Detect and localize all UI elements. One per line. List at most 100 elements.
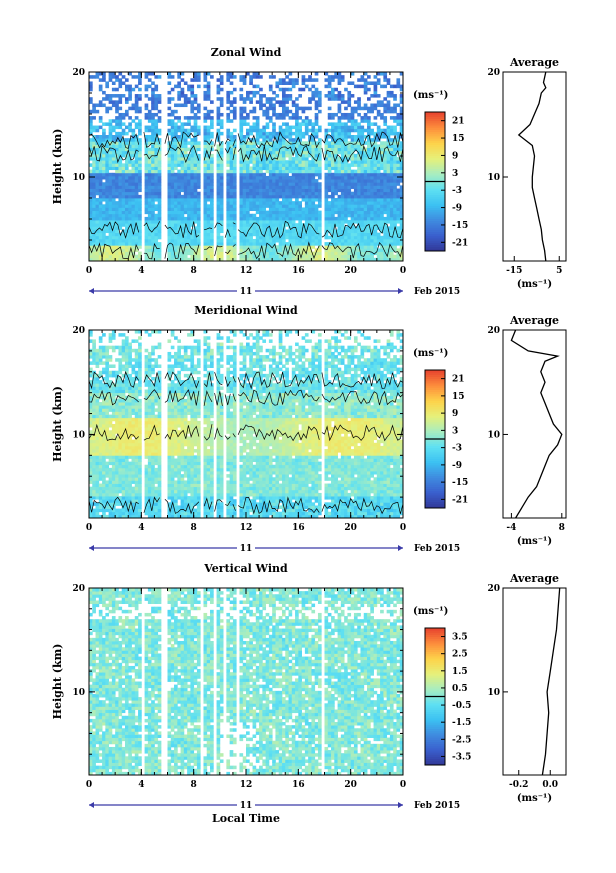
heatmap-cell bbox=[144, 87, 149, 92]
heatmap-cell bbox=[347, 135, 352, 139]
heatmap-cell bbox=[268, 157, 273, 161]
heatmap-cell bbox=[216, 223, 221, 227]
heatmap-cell bbox=[98, 163, 103, 167]
heatmap-cell bbox=[399, 125, 404, 130]
heatmap-cell bbox=[174, 216, 178, 221]
heatmap-cell bbox=[242, 81, 247, 85]
heatmap-cell bbox=[183, 201, 188, 205]
heatmap-cell bbox=[95, 128, 100, 133]
heatmap-cell bbox=[92, 201, 96, 205]
heatmap-cell bbox=[115, 511, 119, 516]
heatmap-cell bbox=[373, 169, 378, 174]
heatmap-cell bbox=[147, 179, 152, 183]
heatmap-cell bbox=[242, 216, 247, 221]
heatmap-cell bbox=[124, 201, 129, 205]
heatmap-cell bbox=[210, 100, 214, 104]
heatmap-cell bbox=[272, 223, 276, 227]
heatmap-cell bbox=[134, 144, 139, 148]
heatmap-cell bbox=[232, 238, 237, 243]
heatmap-cell bbox=[301, 160, 306, 164]
heatmap-cell bbox=[295, 131, 299, 136]
heatmap-cell bbox=[301, 194, 306, 199]
heatmap-cell bbox=[259, 106, 263, 111]
heatmap-cell bbox=[380, 238, 384, 243]
heatmap-cell bbox=[210, 257, 214, 262]
heatmap-cell bbox=[389, 191, 394, 196]
heatmap-cell bbox=[311, 128, 316, 133]
heatmap-cell bbox=[281, 175, 286, 180]
heatmap-cell bbox=[92, 386, 96, 390]
heatmap-cell bbox=[154, 207, 159, 211]
heatmap-cell bbox=[183, 138, 188, 142]
heatmap-cell bbox=[373, 198, 378, 202]
heatmap-cell bbox=[98, 417, 103, 422]
heatmap-cell bbox=[92, 207, 96, 211]
heatmap-cell bbox=[380, 175, 384, 180]
heatmap-cell bbox=[399, 242, 404, 246]
heatmap-cell bbox=[190, 198, 195, 202]
heatmap-cell bbox=[239, 213, 244, 218]
heatmap-cell bbox=[167, 157, 172, 161]
heatmap-cell bbox=[399, 119, 404, 123]
heatmap-cell bbox=[357, 100, 361, 104]
heatmap-cell bbox=[295, 188, 299, 193]
heatmap-cell bbox=[95, 138, 100, 142]
heatmap-cell bbox=[121, 169, 126, 174]
heatmap-cell bbox=[92, 169, 96, 174]
heatmap-cell bbox=[177, 172, 181, 177]
heatmap-cell bbox=[151, 81, 155, 85]
heatmap-cell bbox=[167, 100, 172, 104]
heatmap-cell bbox=[314, 188, 319, 193]
heatmap-cell bbox=[216, 204, 221, 208]
heatmap-cell bbox=[259, 87, 263, 92]
heatmap-cell bbox=[98, 499, 103, 503]
heatmap-cell bbox=[111, 477, 116, 481]
heatmap-cell bbox=[239, 194, 244, 199]
heatmap-cell bbox=[291, 169, 296, 174]
heatmap-cell bbox=[255, 163, 260, 167]
heatmap-cell bbox=[118, 81, 123, 85]
heatmap-cell bbox=[193, 172, 198, 177]
heatmap-cell bbox=[380, 223, 384, 227]
heatmap-cell bbox=[308, 213, 312, 218]
heatmap-cell bbox=[98, 424, 103, 428]
heatmap-cell bbox=[144, 116, 149, 120]
heatmap-cell bbox=[308, 172, 312, 177]
heatmap-cell bbox=[196, 157, 201, 161]
heatmap-cell bbox=[210, 166, 214, 171]
heatmap-cell bbox=[89, 75, 93, 79]
heatmap-cell bbox=[206, 84, 211, 89]
heatmap-cell bbox=[111, 213, 116, 218]
heatmap-cell bbox=[301, 257, 306, 262]
heatmap-cell bbox=[393, 179, 397, 183]
heatmap-cell bbox=[334, 238, 338, 243]
heatmap-cell bbox=[216, 90, 221, 95]
heatmap-cell bbox=[308, 210, 312, 215]
heatmap-cell bbox=[121, 153, 126, 158]
heatmap-cell bbox=[399, 160, 404, 164]
heatmap-cell bbox=[350, 94, 355, 98]
heatmap-cell bbox=[301, 179, 306, 183]
heatmap-cell bbox=[206, 116, 211, 120]
heatmap-cell bbox=[95, 436, 100, 441]
heatmap-cell bbox=[108, 213, 113, 218]
heatmap-cell bbox=[118, 483, 123, 488]
heatmap-cell bbox=[324, 207, 329, 211]
heatmap-cell bbox=[216, 131, 221, 136]
heatmap-cell bbox=[249, 100, 253, 104]
contour-line bbox=[88, 144, 404, 164]
heatmap-cell bbox=[138, 128, 142, 133]
heatmap-cell bbox=[118, 112, 123, 117]
heatmap-cell bbox=[340, 75, 345, 79]
heatmap-cell bbox=[105, 442, 110, 447]
heatmap-cell bbox=[252, 84, 257, 89]
heatmap-cell bbox=[131, 216, 136, 221]
heatmap-cell bbox=[353, 157, 358, 161]
heatmap-cell bbox=[281, 116, 286, 120]
heatmap-cell bbox=[298, 223, 302, 227]
heatmap-cell bbox=[344, 100, 348, 104]
heatmap-cell bbox=[190, 163, 195, 167]
heatmap-cell bbox=[347, 131, 352, 136]
heatmap-cell bbox=[92, 141, 96, 145]
heatmap-cell bbox=[167, 81, 172, 85]
